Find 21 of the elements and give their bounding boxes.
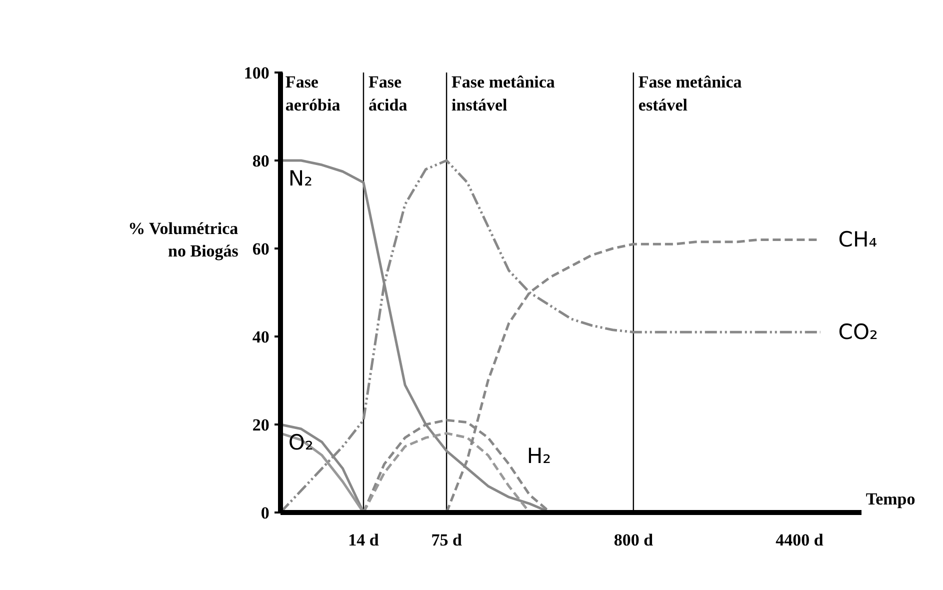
y-tick-label: 40 [252, 328, 270, 346]
series-label: O₂ [288, 430, 314, 454]
x-tick-label: 75 d [431, 530, 462, 550]
series-label: CH₄ [838, 228, 878, 252]
x-tick-label: 4400 d [776, 530, 824, 550]
x-tick-label: 14 d [348, 530, 380, 550]
y-tick-label: 100 [244, 64, 270, 82]
series-label: H₂ [526, 444, 552, 468]
ref-line-label: Fase ácida [368, 72, 408, 114]
ref-line-label: Fase metânica estável [638, 72, 742, 114]
y-tick-label: 80 [252, 152, 270, 170]
series-label: N₂ [288, 166, 313, 190]
x-tick-label: 800 d [614, 530, 654, 550]
annotation: Fase aeróbia [285, 72, 341, 114]
x-axis-title: Tempo [866, 490, 916, 508]
series-label: CO₂ [838, 320, 878, 344]
y-tick-label: 60 [252, 240, 270, 258]
y-axis-title: % Volumétrica no Biogás [128, 218, 239, 261]
y-tick-label: 20 [252, 416, 270, 434]
ref-line-label: Fase metânica instável [452, 72, 556, 114]
y-tick-label: 0 [260, 504, 270, 522]
